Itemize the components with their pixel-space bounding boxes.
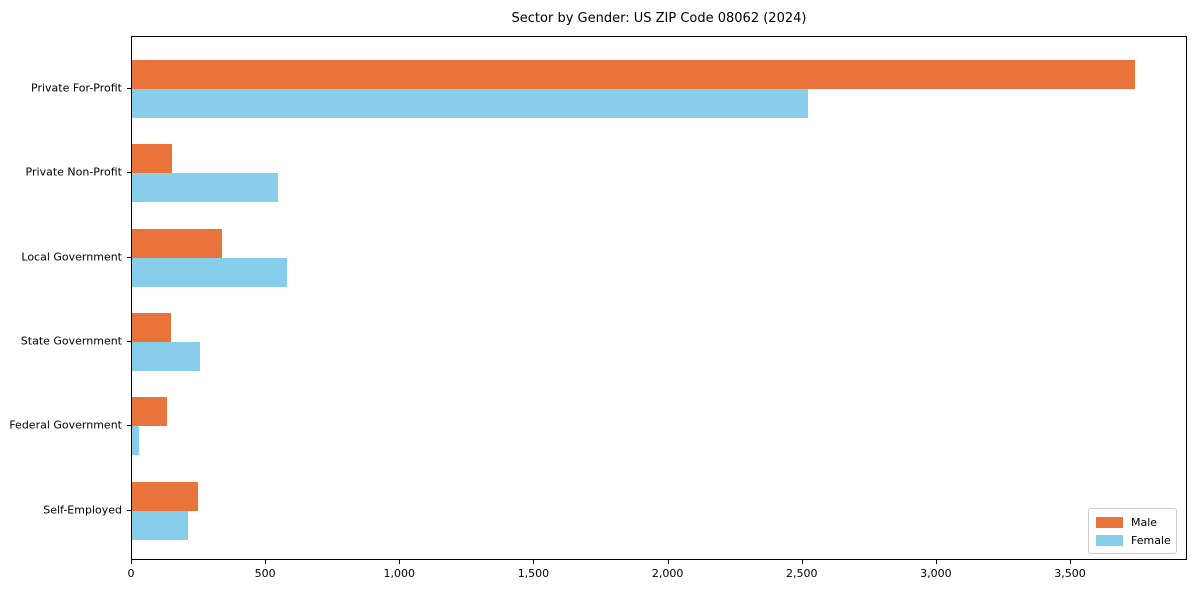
x-tick-mark	[131, 560, 132, 564]
y-tick-label-private-for-profit: Private For-Profit	[31, 81, 122, 95]
bar-female-state-government	[132, 341, 200, 371]
x-tick-label-3500: 3,500	[1054, 567, 1086, 580]
bar-female-private-for-profit	[132, 89, 809, 118]
x-tick-mark	[399, 560, 401, 564]
bar-female-federal-government	[132, 426, 140, 456]
bar-male-private-non-profit	[132, 144, 172, 174]
x-tick-label-1000: 1,000	[383, 567, 416, 580]
legend: Male Female	[1088, 508, 1177, 554]
chart-title: Sector by Gender: US ZIP Code 08062 (202…	[511, 11, 807, 26]
legend-swatch-female	[1096, 534, 1123, 546]
y-tick-mark	[127, 425, 131, 427]
y-tick-label-private-non-profit: Private Non-Profit	[25, 165, 122, 179]
x-tick-mark	[265, 560, 267, 564]
y-tick-mark	[127, 340, 131, 342]
y-tick-mark	[127, 172, 131, 174]
y-tick-label-self-employed: Self-Employed	[43, 503, 122, 517]
x-tick-label-2500: 2,500	[785, 567, 818, 580]
legend-swatch-male	[1096, 516, 1123, 528]
plot-area: Male Female	[131, 36, 1187, 560]
legend-item-male: Male	[1096, 516, 1176, 529]
bar-male-state-government	[132, 312, 171, 342]
legend-item-female: Female	[1096, 534, 1176, 547]
x-tick-mark	[533, 560, 535, 564]
bar-male-self-employed	[132, 481, 198, 511]
x-tick-mark	[1070, 560, 1072, 564]
x-tick-mark	[935, 560, 937, 564]
y-tick-label-state-government: State Government	[20, 334, 122, 348]
x-tick-label-0: 0	[127, 567, 135, 580]
bar-female-private-non-profit	[132, 173, 279, 203]
bar-female-local-government	[132, 257, 287, 287]
y-tick-mark	[127, 88, 131, 89]
legend-label-male: Male	[1131, 515, 1158, 529]
x-tick-label-3000: 3,000	[920, 567, 952, 580]
x-tick-mark	[801, 560, 803, 564]
bar-female-self-employed	[132, 510, 188, 540]
bar-male-private-for-profit	[132, 60, 1136, 89]
x-tick-label-500: 500	[254, 567, 276, 580]
y-tick-mark	[127, 509, 131, 511]
y-tick-label-federal-government: Federal Government	[9, 418, 122, 432]
bar-male-local-government	[132, 228, 222, 258]
y-tick-label-local-government: Local Government	[21, 250, 122, 264]
x-tick-label-2000: 2,000	[651, 567, 684, 580]
x-tick-label-1500: 1,500	[517, 567, 550, 580]
y-tick-mark	[127, 256, 131, 258]
bar-male-federal-government	[132, 397, 167, 427]
legend-label-female: Female	[1131, 533, 1171, 547]
x-tick-mark	[667, 560, 669, 564]
